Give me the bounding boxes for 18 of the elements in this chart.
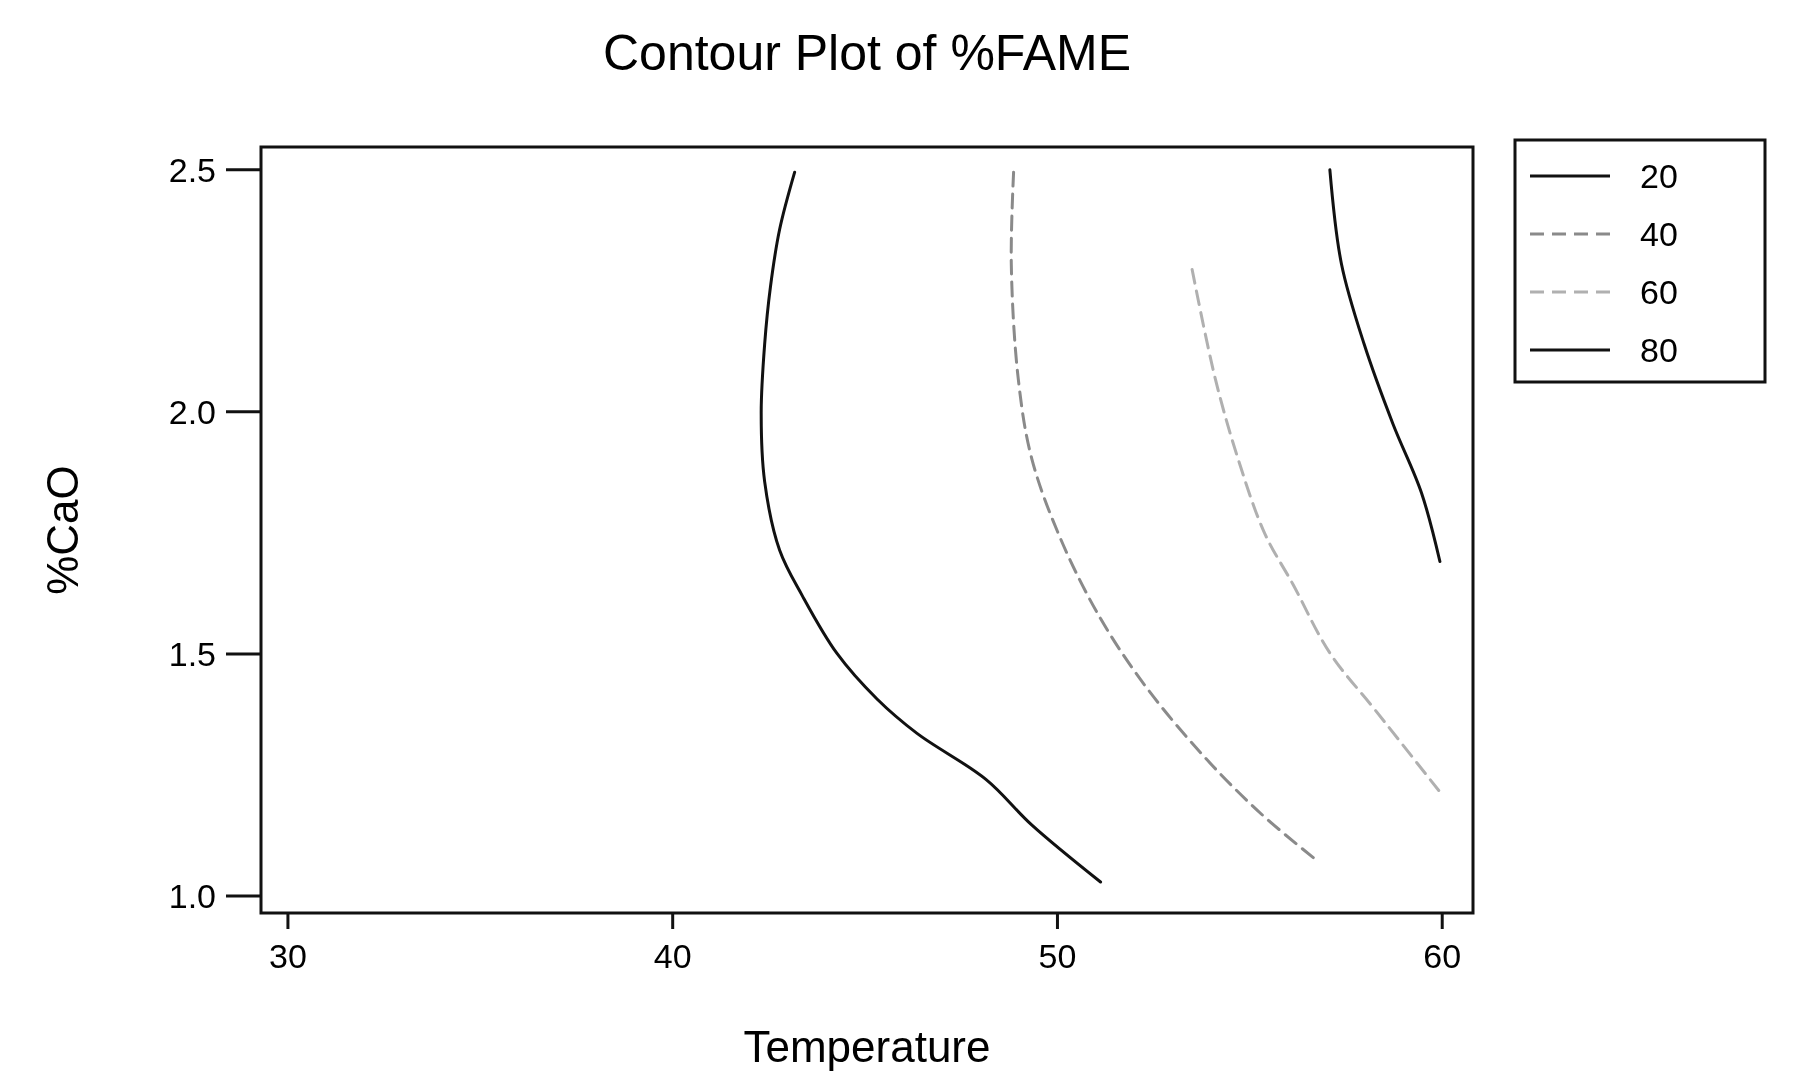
y-tick-label: 1.5 [168,634,216,673]
line-series [1328,168,1442,563]
y-tick-label: 1.0 [168,877,216,916]
y-tick-label: 2.5 [168,150,216,189]
y-axis-title: %CaO [38,465,87,595]
line-series [1190,268,1441,792]
x-tick-label: 60 [1423,937,1462,975]
legend-label: 80 [1640,331,1678,369]
legend-label: 40 [1640,215,1678,253]
legend-label: 60 [1640,273,1678,311]
x-tick-label: 30 [269,937,307,975]
line-series [759,170,1103,884]
x-tick-label: 50 [1038,937,1077,975]
y-tick-label: 2.0 [168,392,216,431]
chart-title: Contour Plot of %FAME [602,25,1132,81]
legend-label: 20 [1640,157,1678,195]
x-tick-label: 40 [653,937,692,975]
x-axis-title: Temperature [743,1022,991,1071]
